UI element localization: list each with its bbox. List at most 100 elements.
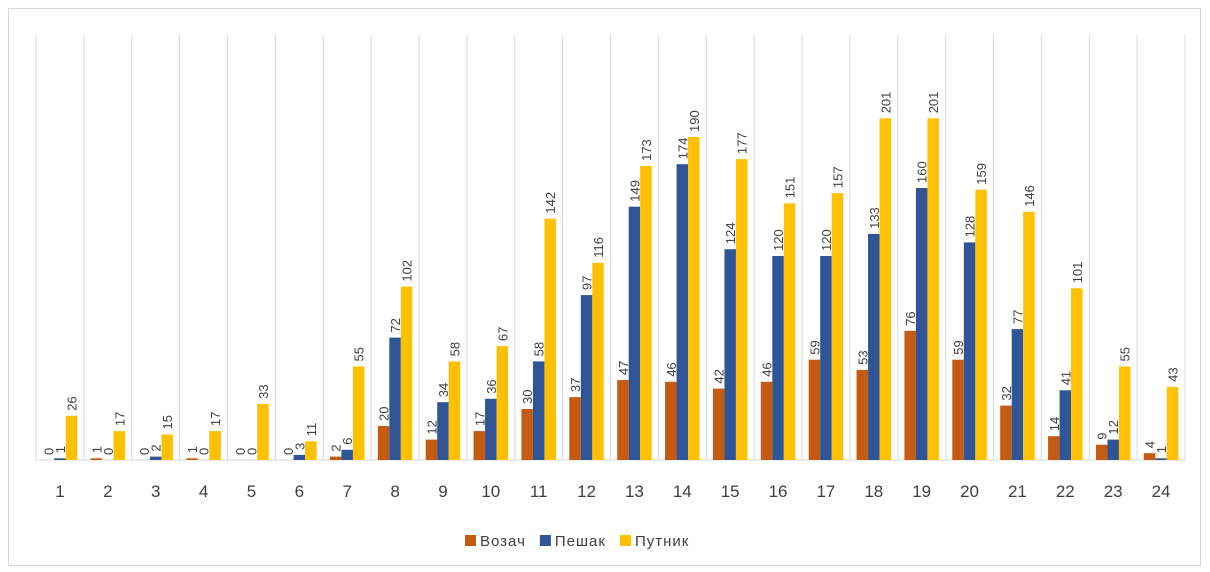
data-label: 157 — [830, 166, 845, 188]
data-label: 2 — [329, 444, 344, 451]
bar — [772, 256, 784, 460]
bar — [617, 380, 629, 460]
data-label: 1 — [89, 446, 104, 453]
data-label: 0 — [41, 448, 56, 455]
data-label: 173 — [639, 139, 654, 161]
data-label: 146 — [1022, 185, 1037, 207]
data-label: 151 — [783, 177, 798, 199]
bar — [1071, 288, 1083, 460]
data-label: 116 — [591, 237, 606, 258]
bar — [975, 189, 987, 460]
bar — [305, 441, 317, 460]
data-label: 17 — [208, 412, 223, 426]
data-label: 34 — [436, 383, 451, 397]
x-tick-label: 20 — [960, 482, 979, 501]
x-tick-label: 5 — [247, 482, 256, 501]
bar — [1023, 211, 1035, 460]
x-tick-label: 22 — [1056, 482, 1075, 501]
x-tick-label: 3 — [151, 482, 160, 501]
data-label: 120 — [771, 229, 786, 251]
bar — [735, 159, 748, 460]
x-tick-label: 19 — [912, 482, 931, 501]
data-label: 59 — [951, 340, 966, 354]
legend-swatch — [539, 535, 551, 546]
data-label: 17 — [112, 412, 127, 426]
bar — [783, 203, 796, 461]
x-tick-label: 24 — [1152, 482, 1171, 501]
data-label: 17 — [472, 412, 487, 426]
data-label: 149 — [627, 180, 642, 202]
data-label: 0 — [244, 448, 259, 455]
x-tick-label: 7 — [342, 482, 351, 501]
bar — [952, 359, 964, 460]
data-label: 3 — [292, 443, 307, 450]
legend-swatch — [619, 535, 631, 546]
x-tick-label: 17 — [816, 482, 835, 501]
data-label: 190 — [687, 110, 702, 132]
data-label: 142 — [543, 192, 558, 214]
legend-label: Пешак — [555, 533, 606, 550]
bar — [54, 458, 66, 460]
data-label: 26 — [64, 396, 79, 410]
bar — [820, 256, 832, 460]
bar — [1048, 436, 1060, 460]
x-tick-label: 21 — [1008, 482, 1027, 501]
bar — [209, 431, 221, 460]
data-label: 0 — [233, 448, 248, 455]
data-label: 55 — [352, 347, 367, 361]
data-label: 58 — [532, 342, 547, 356]
data-label: 1 — [1154, 446, 1169, 453]
data-label: 37 — [568, 378, 583, 392]
bar — [257, 403, 269, 460]
data-label: 41 — [1058, 371, 1073, 385]
x-tick-label: 1 — [55, 482, 64, 501]
data-label: 77 — [1010, 310, 1025, 324]
data-label: 76 — [903, 311, 918, 325]
data-label: 0 — [101, 448, 116, 455]
x-tick-label: 23 — [1104, 482, 1123, 501]
bar — [473, 431, 486, 460]
data-label: 59 — [807, 340, 822, 354]
bar — [915, 188, 928, 460]
data-label: 15 — [160, 415, 175, 429]
x-tick-label: 8 — [390, 482, 399, 501]
data-label: 12 — [1106, 420, 1121, 434]
data-label: 4 — [1143, 441, 1158, 448]
data-label: 46 — [664, 362, 679, 376]
chart-border — [8, 8, 1201, 566]
bar — [831, 193, 844, 460]
bar — [676, 164, 689, 460]
bar — [808, 359, 821, 460]
data-label: 201 — [878, 92, 893, 114]
data-label: 32 — [999, 386, 1014, 400]
data-label: 124 — [723, 222, 738, 244]
data-label: 33 — [256, 384, 271, 398]
data-label: 55 — [1118, 347, 1133, 361]
data-label: 46 — [760, 362, 775, 376]
legend-label: Возач — [480, 533, 526, 550]
data-label: 6 — [340, 438, 355, 445]
bar — [628, 206, 641, 460]
x-tick-label: 6 — [295, 482, 304, 501]
data-label: 43 — [1166, 367, 1181, 381]
bar — [377, 426, 390, 460]
bar — [521, 409, 533, 460]
data-label: 1 — [53, 446, 68, 453]
x-tick-label: 4 — [199, 482, 208, 501]
bar — [640, 165, 652, 460]
data-label: 133 — [867, 207, 882, 229]
x-tick-label: 12 — [577, 482, 596, 501]
bar — [113, 431, 126, 460]
data-label: 12 — [424, 420, 439, 434]
bar — [1118, 366, 1131, 460]
bar — [1155, 458, 1167, 460]
data-label: 14 — [1047, 417, 1062, 431]
data-label: 159 — [974, 163, 989, 185]
bar — [341, 449, 353, 460]
bar — [485, 398, 497, 460]
x-tick-label: 13 — [625, 482, 644, 501]
bar — [868, 233, 880, 460]
bar — [712, 388, 725, 460]
